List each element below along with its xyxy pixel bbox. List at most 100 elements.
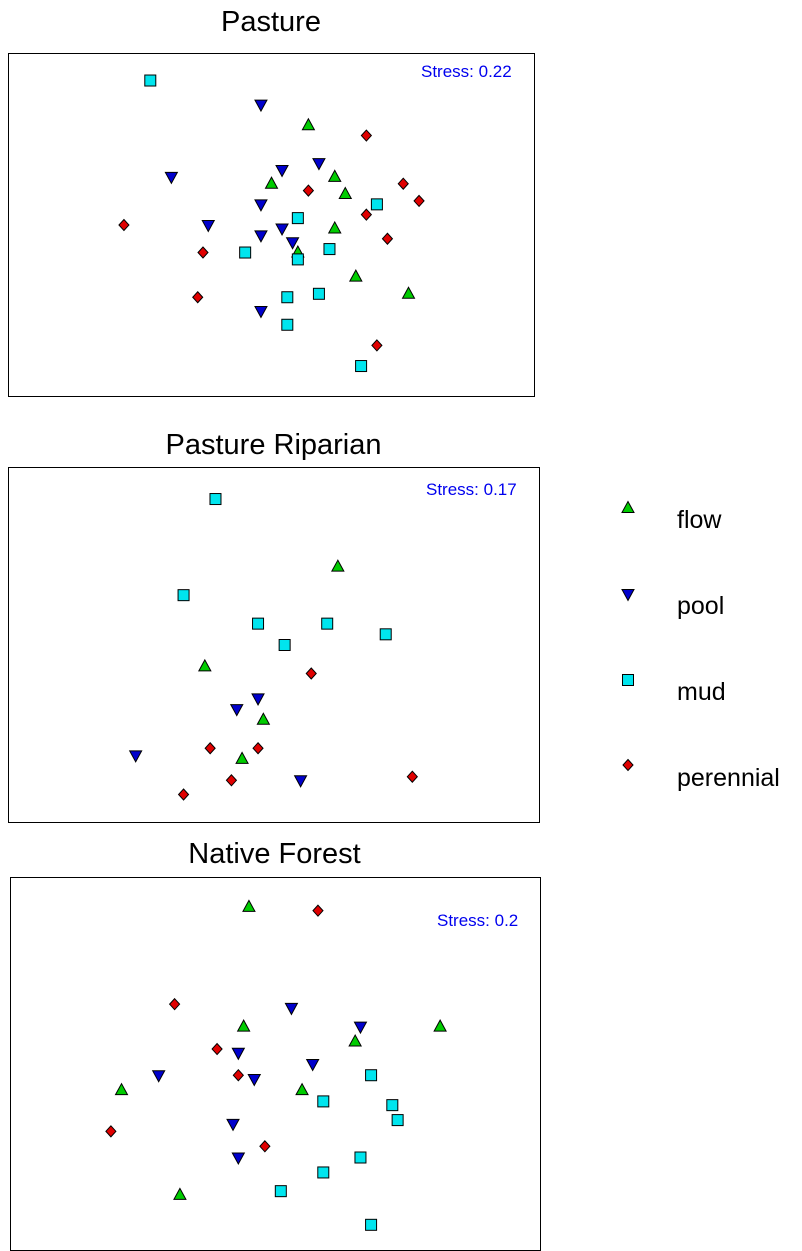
flow-point — [235, 751, 249, 764]
pool-point — [164, 171, 179, 185]
flow-point — [348, 1034, 362, 1047]
mud-point — [281, 291, 294, 304]
plot-area-pasture — [8, 53, 535, 397]
legend-marker-mud — [622, 674, 634, 686]
pool-point — [254, 199, 268, 212]
legend-label-perennial: perennial — [677, 764, 780, 792]
pool-point — [254, 306, 268, 319]
mud-point — [312, 287, 325, 300]
stress-label-pasture: Stress: 0.22 — [421, 62, 512, 81]
flow-point — [348, 269, 363, 282]
flow-point — [327, 220, 342, 234]
pool-point — [305, 1059, 320, 1072]
pool-point — [312, 158, 326, 171]
plot-area-pasture-riparian — [8, 467, 540, 823]
mud-point — [321, 617, 334, 630]
mud-point — [365, 1218, 378, 1231]
pool-point — [284, 1002, 299, 1016]
perennial-point — [406, 770, 418, 783]
pool-point — [247, 1073, 262, 1087]
pool-point — [151, 1070, 166, 1083]
mud-point — [274, 1185, 287, 1198]
panel-title-native-forest: Native Forest — [188, 838, 361, 870]
perennial-point — [192, 290, 204, 304]
mud-point — [239, 246, 252, 259]
legend-marker-pool — [621, 589, 635, 602]
perennial-point — [168, 997, 181, 1011]
mud-point — [323, 243, 336, 256]
perennial-point — [105, 1125, 117, 1138]
flow-point — [301, 117, 316, 131]
pool-point — [229, 704, 244, 717]
mud-point — [281, 318, 294, 331]
perennial-point — [360, 208, 373, 221]
flow-point — [264, 176, 279, 189]
mud-point — [291, 253, 304, 266]
pool-point — [275, 164, 289, 178]
perennial-point — [381, 232, 394, 246]
perennial-point — [305, 667, 317, 680]
perennial-point — [211, 1042, 223, 1056]
perennial-point — [259, 1140, 271, 1153]
mud-point — [252, 617, 265, 630]
flow-point — [338, 186, 353, 200]
mud-point — [354, 1151, 367, 1164]
mud-point — [379, 628, 392, 641]
mud-point — [355, 360, 368, 373]
pool-point — [293, 775, 308, 788]
perennial-point — [360, 129, 373, 142]
flow-point — [197, 658, 212, 672]
pool-point — [275, 223, 289, 236]
perennial-point — [413, 194, 425, 208]
perennial-point — [397, 177, 409, 190]
flow-point — [256, 712, 271, 725]
pool-point — [285, 237, 300, 250]
perennial-point — [177, 788, 190, 801]
legend-marker-perennial — [622, 758, 634, 772]
legend-label-flow: flow — [677, 506, 722, 534]
flow-point — [327, 169, 342, 182]
mud-point — [291, 212, 304, 225]
stress-label-native-forest: Stress: 0.2 — [437, 911, 519, 930]
mud-point — [144, 74, 157, 87]
flow-point — [401, 286, 416, 299]
flow-point — [173, 1187, 187, 1200]
pool-point — [254, 230, 268, 243]
perennial-point — [252, 741, 264, 755]
pool-point — [128, 750, 143, 763]
pool-point — [353, 1021, 368, 1035]
mud-point — [370, 198, 383, 211]
pool-point — [201, 220, 216, 233]
mud-point — [386, 1099, 399, 1112]
mud-point — [209, 493, 222, 506]
mud-point — [365, 1069, 378, 1082]
panel-title-pasture: Pasture — [221, 6, 321, 38]
pool-point — [231, 1047, 246, 1061]
perennial-point — [204, 741, 216, 755]
perennial-point — [232, 1068, 245, 1082]
mud-point — [391, 1114, 404, 1127]
legend-label-mud: mud — [677, 678, 726, 706]
mud-point — [317, 1095, 330, 1108]
pool-point — [251, 693, 265, 706]
flow-point — [433, 1019, 447, 1032]
panel-title-pasture-riparian: Pasture Riparian — [165, 429, 382, 461]
perennial-point — [118, 218, 130, 232]
pool-point — [254, 99, 268, 113]
flow-point — [114, 1082, 129, 1096]
mud-point — [278, 639, 291, 651]
perennial-point — [302, 184, 315, 197]
perennial-point — [312, 904, 324, 917]
legend-marker-flow — [621, 500, 635, 513]
perennial-point — [225, 774, 238, 787]
flow-point — [236, 1019, 251, 1032]
mud-point — [317, 1166, 330, 1179]
legend-label-pool: pool — [677, 592, 725, 620]
perennial-point — [371, 339, 383, 352]
perennial-point — [197, 246, 209, 259]
flow-point — [295, 1082, 309, 1096]
flow-point — [242, 899, 256, 912]
pool-point — [231, 1152, 246, 1166]
stress-label-pasture-riparian: Stress: 0.17 — [426, 480, 517, 499]
